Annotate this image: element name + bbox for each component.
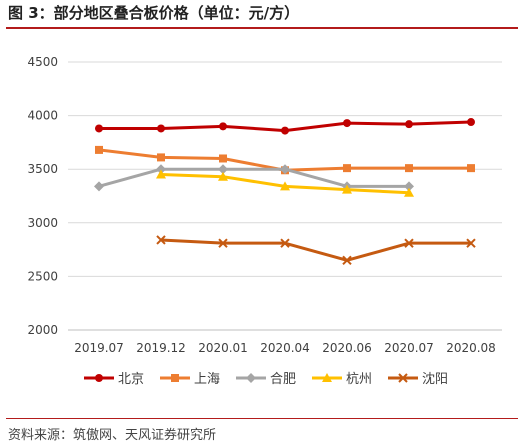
y-tick-label: 2000: [27, 323, 58, 337]
chart-title: 图 3：部分地区叠合板价格（单位：元/方）: [8, 4, 300, 22]
data-point: [343, 119, 351, 128]
data-point: [156, 164, 166, 175]
y-tick-label: 3000: [27, 216, 58, 230]
data-point: [95, 374, 103, 382]
source-divider: [6, 418, 518, 419]
data-point: [342, 184, 352, 194]
data-point: [404, 238, 414, 248]
series-杭州: [156, 169, 414, 197]
data-point: [156, 169, 166, 179]
series-lines: [94, 118, 476, 266]
data-point: [280, 164, 290, 175]
gridlines: [68, 61, 502, 331]
data-point-stroke: [280, 238, 290, 248]
legend: 北京 上海 合肥 杭州 沈阳: [84, 372, 448, 387]
data-point: [467, 164, 475, 173]
data-point: [95, 145, 103, 154]
legend-item: 上海: [160, 372, 220, 387]
data-point: [467, 118, 475, 127]
data-point: [343, 164, 351, 173]
x-tick-label: 2020.04: [260, 341, 310, 355]
legend-item: 北京: [84, 372, 144, 387]
data-point: [219, 122, 227, 131]
x-tick-label: 2019.07: [74, 341, 124, 355]
data-point: [281, 126, 289, 135]
data-point: [218, 171, 228, 181]
series-合肥: [94, 164, 414, 192]
data-point: [94, 181, 104, 192]
data-point-stroke: [398, 373, 408, 383]
y-axis-ticks: 2000 2500 3000 3500 4000 4500: [27, 55, 58, 337]
series-line: [160, 238, 471, 262]
legend-item: 合肥: [236, 372, 296, 387]
x-tick-label: 2020.07: [384, 341, 434, 355]
data-point: [246, 373, 256, 383]
legend-label: 上海: [194, 372, 220, 387]
data-point: [95, 124, 103, 133]
data-point-stroke: [156, 235, 166, 245]
data-point: [218, 164, 228, 175]
legend-label: 杭州: [346, 372, 372, 387]
legend-label: 沈阳: [422, 372, 448, 387]
x-tick-label: 2020.08: [446, 341, 496, 355]
data-point: [404, 187, 414, 197]
x-tick-label: 2020.01: [198, 341, 248, 355]
data-point: [280, 238, 290, 248]
data-point: [405, 120, 413, 129]
data-point: [466, 238, 476, 248]
data-point-stroke: [404, 238, 414, 248]
data-point: [219, 154, 227, 163]
data-point: [171, 374, 179, 382]
legend-label: 北京: [118, 372, 144, 387]
data-point: [322, 373, 332, 382]
title-divider: [6, 27, 518, 29]
data-point: [157, 153, 165, 162]
data-point: [280, 181, 290, 191]
series-line: [98, 167, 409, 188]
data-point-stroke: [342, 255, 352, 266]
source-note: 资料来源：筑傲网、天风证券研究所: [8, 428, 217, 443]
legend-item: 沈阳: [388, 372, 448, 387]
y-tick-label: 2500: [27, 269, 58, 283]
series-北京: [95, 118, 475, 135]
data-point-stroke: [218, 238, 228, 248]
series-沈阳: [156, 235, 476, 266]
y-tick-label: 3500: [27, 162, 58, 176]
data-point: [404, 181, 414, 192]
data-point: [218, 238, 228, 248]
data-point: [157, 124, 165, 133]
data-point: [405, 164, 413, 173]
y-tick-label: 4500: [27, 55, 58, 69]
x-tick-label: 2019.12: [136, 341, 186, 355]
x-tick-label: 2020.06: [322, 341, 372, 355]
legend-item: 杭州: [312, 372, 372, 387]
data-point: [398, 373, 408, 383]
data-point: [156, 235, 166, 245]
x-axis-ticks: 2019.07 2019.12 2020.01 2020.04 2020.06 2020.…: [74, 341, 496, 355]
data-point-stroke: [466, 238, 476, 248]
data-point: [342, 255, 352, 266]
y-tick-label: 4000: [27, 109, 58, 123]
legend-label: 合肥: [270, 372, 296, 387]
